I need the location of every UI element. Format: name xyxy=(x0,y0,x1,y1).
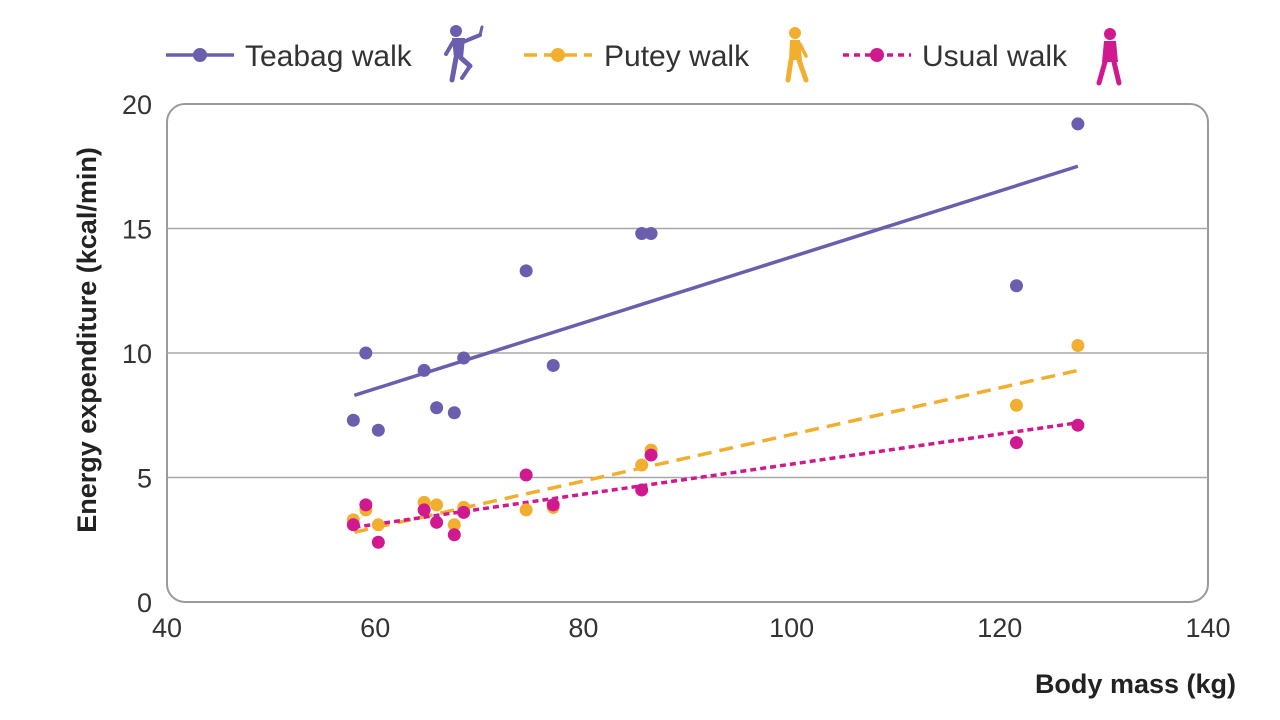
data-point-teabag-walk xyxy=(359,346,373,360)
y-axis-title: Energy expenditure (kcal/min) xyxy=(72,147,102,533)
x-tick-label: 140 xyxy=(1185,613,1230,643)
legend-swatch-dot xyxy=(551,48,565,62)
y-tick-label: 0 xyxy=(137,588,152,618)
data-point-teabag-walk xyxy=(447,406,461,420)
data-point-teabag-walk xyxy=(371,423,385,437)
data-point-usual-walk xyxy=(430,515,444,529)
trend-line-teabag-walk xyxy=(353,164,1079,397)
legend-label: Usual walk xyxy=(922,40,1068,73)
data-point-teabag-walk xyxy=(546,358,560,372)
data-point-teabag-walk xyxy=(635,226,649,240)
x-tick-label: 40 xyxy=(152,613,182,643)
legend-item-usual-walk: Usual walk xyxy=(843,28,1122,86)
x-tick-label: 60 xyxy=(360,613,390,643)
data-point-usual-walk xyxy=(346,518,360,532)
data-point-usual-walk xyxy=(359,498,373,512)
data-point-teabag-walk xyxy=(346,413,360,427)
data-point-usual-walk xyxy=(1009,436,1023,450)
data-point-teabag-walk xyxy=(644,226,658,240)
data-point-teabag-walk xyxy=(1009,279,1023,293)
x-axis-title: Body mass (kg) xyxy=(1035,669,1236,699)
x-tick-label: 120 xyxy=(977,613,1022,643)
data-point-teabag-walk xyxy=(457,351,471,365)
legend-label: Putey walk xyxy=(604,40,750,73)
walking-figure-icon xyxy=(785,27,809,83)
y-tick-label: 20 xyxy=(122,90,152,120)
data-point-usual-walk xyxy=(519,468,533,482)
data-point-putey-walk xyxy=(519,503,533,517)
data-point-teabag-walk xyxy=(430,401,444,415)
data-point-putey-walk xyxy=(635,458,649,472)
y-tick-label: 5 xyxy=(137,464,152,494)
data-point-usual-walk xyxy=(417,503,431,517)
legend-swatch-dot xyxy=(193,48,207,62)
trend-line-usual-walk xyxy=(354,420,1079,530)
data-point-usual-walk xyxy=(635,483,649,497)
data-marks xyxy=(346,117,1085,549)
data-point-usual-walk xyxy=(447,528,461,542)
data-point-usual-walk xyxy=(457,505,471,519)
walking-figure-icon xyxy=(1096,28,1122,86)
data-point-putey-walk xyxy=(447,518,461,532)
plot-area xyxy=(166,103,1209,603)
y-tick-label: 10 xyxy=(122,339,152,369)
data-point-usual-walk xyxy=(1071,418,1085,432)
trend-line-putey-walk xyxy=(353,368,1079,534)
x-tick-label: 100 xyxy=(769,613,814,643)
data-point-teabag-walk xyxy=(1071,117,1085,131)
legend-label: Teabag walk xyxy=(245,40,413,73)
legend-item-teabag-walk: Teabag walk xyxy=(166,25,484,83)
legend-item-putey-walk: Putey walk xyxy=(524,27,809,83)
data-point-usual-walk xyxy=(546,498,560,512)
data-point-usual-walk xyxy=(371,535,385,549)
axis-ticks: 0 5 10 15 20 40 60 80 100 120 140 xyxy=(122,90,1231,643)
legend-swatch-dot xyxy=(870,48,884,62)
legend: Teabag walk Putey walk xyxy=(166,25,1122,86)
data-point-putey-walk xyxy=(430,498,444,512)
data-point-putey-walk xyxy=(1071,339,1085,353)
data-point-teabag-walk xyxy=(417,363,431,377)
data-point-putey-walk xyxy=(1009,398,1023,412)
data-point-usual-walk xyxy=(644,448,658,462)
silly-walk-figure-icon xyxy=(444,25,484,83)
data-point-putey-walk xyxy=(371,518,385,532)
data-point-teabag-walk xyxy=(519,264,533,278)
y-tick-label: 15 xyxy=(122,215,152,245)
x-tick-label: 80 xyxy=(568,613,598,643)
